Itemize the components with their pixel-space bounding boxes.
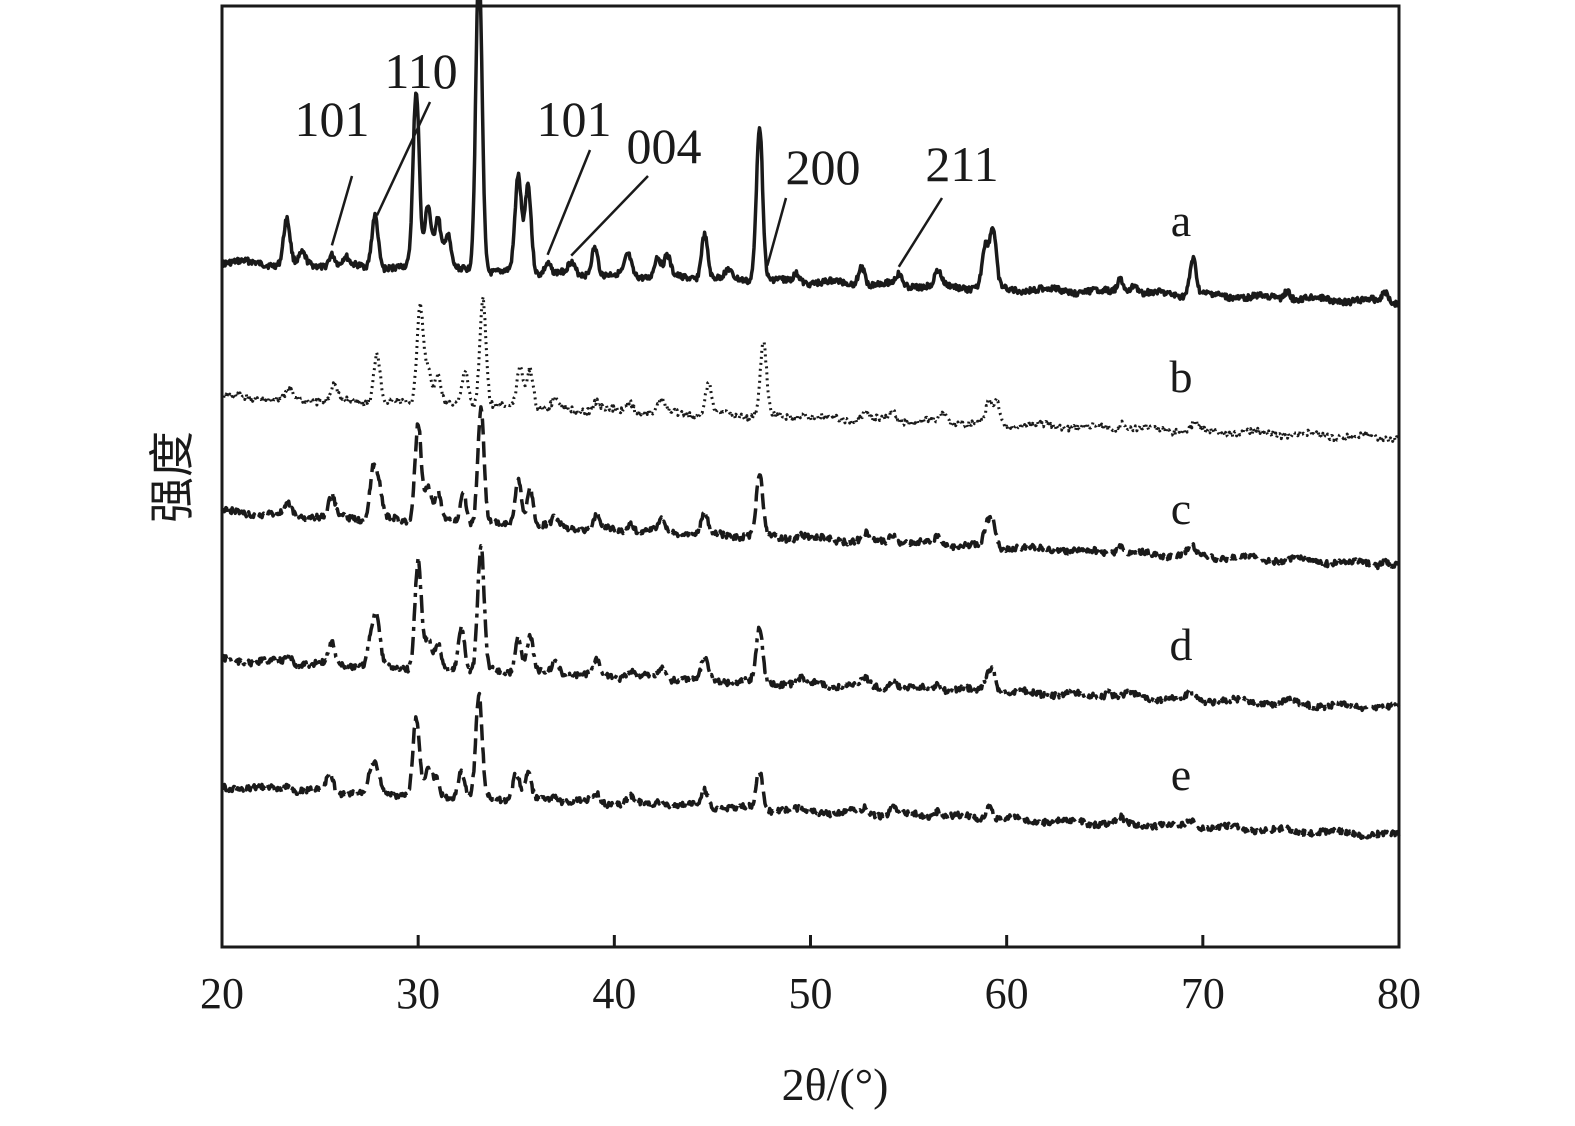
x-tick-label: 80 xyxy=(1377,969,1421,1018)
peak-label-200: 200 xyxy=(786,139,861,195)
peak-leader-line xyxy=(375,101,432,216)
peak-label-101: 101 xyxy=(537,91,612,147)
peak-leader-line xyxy=(897,197,944,268)
series-label-e: e xyxy=(1171,749,1191,800)
x-axis-label: 2θ/(°) xyxy=(782,1059,889,1110)
peak-leader-line xyxy=(330,175,354,246)
series-line-c xyxy=(220,405,1401,571)
x-tick-label: 40 xyxy=(592,969,636,1018)
x-tick-label: 50 xyxy=(789,969,833,1018)
peak-leader-line xyxy=(546,149,592,256)
series-layer xyxy=(220,0,1401,840)
peak-label-101: 101 xyxy=(295,91,370,147)
y-axis-label: 强度 xyxy=(145,431,199,523)
x-tick-label: 30 xyxy=(396,969,440,1018)
x-ticks: 20 30 40 50 60 70 80 xyxy=(200,935,1421,1018)
series-label-b: b xyxy=(1170,351,1193,402)
x-tick-label: 70 xyxy=(1181,969,1225,1018)
series-line-a xyxy=(221,0,1401,308)
x-tick-label: 20 xyxy=(200,969,244,1018)
series-label-c: c xyxy=(1171,483,1191,534)
series-label-a: a xyxy=(1171,195,1191,246)
x-tick-label: 60 xyxy=(985,969,1029,1018)
peak-label-211: 211 xyxy=(925,136,998,192)
series-label-d: d xyxy=(1170,619,1193,670)
peak-leader-line xyxy=(570,175,649,257)
peak-label-004: 004 xyxy=(627,118,702,174)
series-line-e xyxy=(220,691,1401,840)
series-line-d xyxy=(221,544,1401,713)
peak-leader-line xyxy=(766,197,788,267)
peak-label-110: 110 xyxy=(384,43,457,99)
series-line-b xyxy=(220,295,1400,444)
